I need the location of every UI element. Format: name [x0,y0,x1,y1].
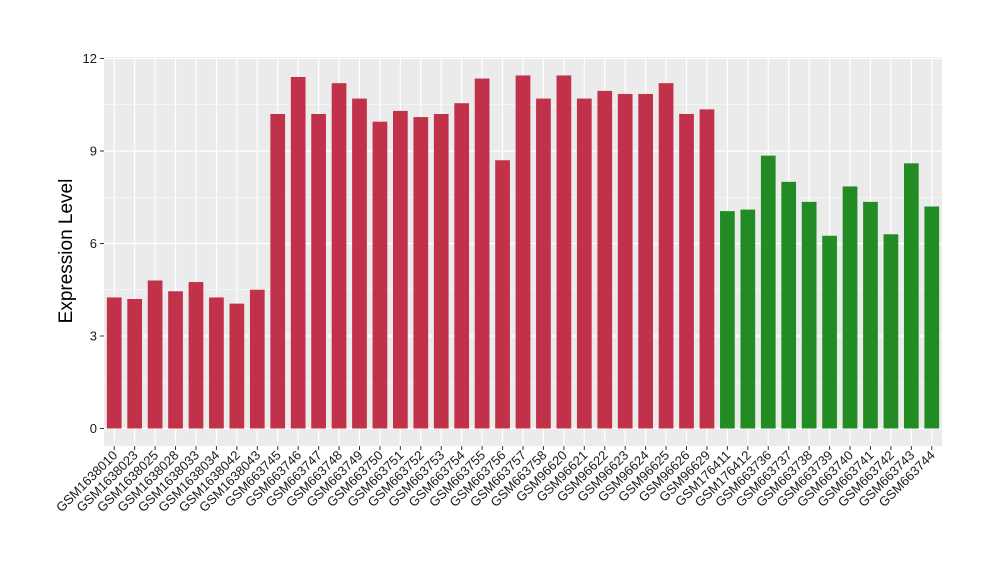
bar-GSM663754 [454,103,470,429]
y-axis-title: Expression Level [56,179,77,324]
bar-GSM1638042 [229,303,245,429]
bar-GSM1638025 [147,280,163,429]
y-tick-label: 12 [83,51,97,66]
bar-GSM1638043 [249,289,265,429]
bar-GSM663744 [924,206,940,429]
bar-GSM96622 [597,90,613,429]
bar-GSM663751 [393,110,408,429]
bar-GSM663747 [311,114,326,429]
bar-GSM663741 [863,201,878,429]
bar-GSM96625 [658,83,674,429]
bar-GSM663743 [903,163,919,429]
bar-GSM663742 [883,234,899,429]
y-axis: 0 3 6 9 12 [83,51,104,436]
bar-GSM96629 [699,109,715,429]
bar-GSM663758 [536,98,551,429]
bar-GSM663748 [331,83,347,429]
bar-GSM176412 [740,209,756,429]
bar-GSM663752 [413,117,429,429]
bar-GSM176411 [720,211,735,429]
bar-GSM663753 [433,114,449,429]
bar-GSM663750 [372,121,388,429]
bar-GSM663756 [495,160,510,429]
bar-GSM663755 [474,78,490,429]
bar-GSM663745 [270,114,286,429]
bar-GSM96620 [556,75,572,429]
bar-GSM1638033 [188,282,204,429]
bar-GSM663737 [781,181,797,429]
y-tick-label: 0 [90,421,97,436]
bar-GSM663740 [842,186,858,429]
bar-GSM96621 [576,98,592,429]
bar-GSM663739 [822,235,837,429]
y-tick-label: 6 [90,236,97,251]
bar-GSM96626 [679,114,694,429]
y-tick-label: 3 [90,329,97,344]
bar-GSM663736 [760,155,776,429]
bar-GSM96624 [638,93,653,429]
bar-GSM1638034 [209,297,224,429]
bar-GSM96623 [617,93,633,429]
bar-GSM663746 [290,77,306,429]
bar-GSM1638028 [168,291,183,429]
bar-GSM663757 [515,75,531,429]
x-axis: GSM1638010GSM1638023GSM1638025GSM1638028… [53,446,938,515]
bar-GSM663738 [801,201,817,429]
bars [106,75,940,429]
y-tick-label: 9 [90,144,97,159]
bar-GSM1638023 [127,299,143,429]
bar-GSM663749 [352,98,367,429]
bar-GSM1638010 [106,297,122,429]
